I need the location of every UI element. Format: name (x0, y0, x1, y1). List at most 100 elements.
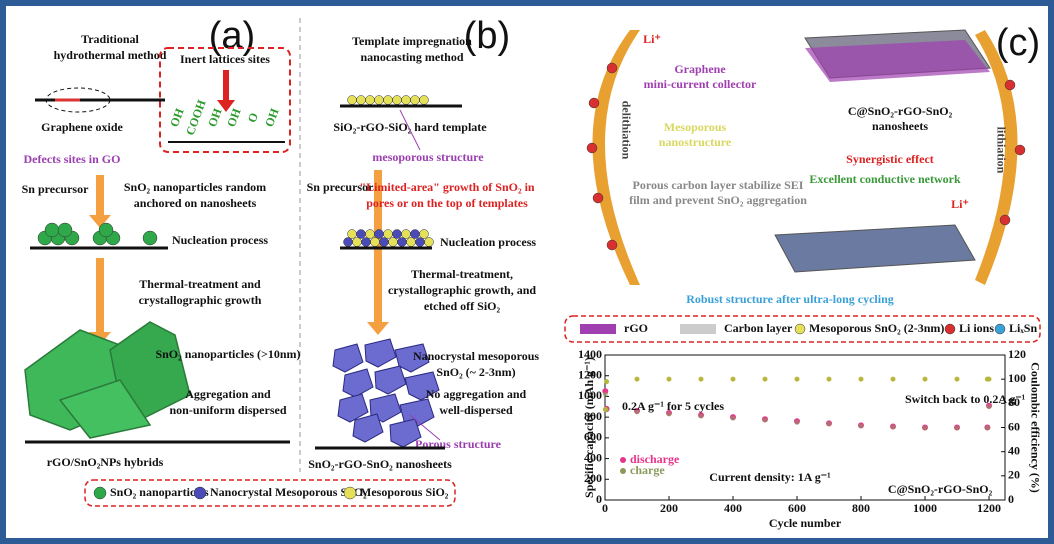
legend-box (564, 315, 1041, 343)
particle (392, 95, 402, 105)
particle (365, 229, 375, 239)
label: non-uniform dispersed (169, 403, 286, 417)
particle (424, 237, 434, 247)
data-point (954, 425, 960, 431)
label: crystallographic growth (139, 293, 262, 307)
legend-marker (620, 468, 626, 474)
label: Graphene oxide (41, 120, 123, 134)
particle (347, 229, 357, 239)
panel-title: Template impregnation (352, 34, 472, 48)
label: rGO/SnO₂NPs hybrids (47, 455, 164, 469)
label: SiO₂-rGO-SiO₂ hard template (333, 120, 487, 134)
legend-entry: rGO (624, 321, 648, 335)
particle (401, 95, 411, 105)
label: Nanocrystal mesoporous (413, 349, 539, 363)
legend-swatch (680, 324, 716, 334)
y2-tick-label: 80 (1008, 395, 1020, 409)
y2-tick-label: 40 (1008, 443, 1020, 457)
flow-arrow (96, 175, 104, 216)
label: SnO₂-rGO-SnO₂ nanosheets (308, 457, 452, 471)
label: Sn precursor (22, 182, 89, 196)
label: Porous carbon layer stabilize SEI (633, 178, 804, 192)
label: nanosheets (872, 119, 928, 133)
y-tick-label: 1400 (578, 347, 602, 361)
mesoporous-sno2 (389, 418, 422, 448)
annotation: 0.2A g⁻¹ for 5 cycles (622, 399, 724, 413)
x-tick-label: 1000 (913, 501, 937, 515)
zoom-box (159, 47, 291, 153)
y-tick-label: 400 (584, 450, 602, 464)
functional-group: OH (167, 106, 187, 129)
particle (994, 323, 1006, 335)
data-point (922, 425, 928, 431)
y-tick-label: 1000 (578, 388, 602, 402)
mesoporous-sno2 (394, 343, 430, 373)
particle (401, 229, 411, 239)
data-point (666, 411, 672, 417)
particle (93, 486, 107, 500)
mesoporous-sno2 (374, 365, 407, 395)
mesoporous-sno2 (399, 398, 435, 428)
label: well-dispersed (439, 403, 513, 417)
y-tick-label: 800 (584, 409, 602, 423)
mesoporous-sno2 (337, 393, 369, 423)
data-point (986, 376, 992, 382)
legend-entry: SnO₂ nanoparticles (110, 485, 209, 499)
data-point (986, 404, 992, 410)
data-point (698, 376, 704, 382)
label: Graphene (674, 62, 726, 76)
y2-tick-label: 120 (1008, 347, 1026, 361)
label: Excellent conductive network (809, 172, 961, 186)
x-tick-label: 200 (660, 501, 678, 515)
particle (397, 237, 407, 247)
mesoporous-sno2 (404, 371, 440, 401)
data-point (602, 391, 608, 397)
label: mesoporous structure (372, 150, 484, 164)
label: nanostructure (659, 135, 732, 149)
data-point (762, 417, 768, 423)
particle (374, 95, 384, 105)
data-point (890, 376, 896, 382)
particle (365, 95, 375, 105)
zoom-ellipse (45, 87, 111, 113)
particle (379, 237, 389, 247)
y2-axis-label: Coulombic efficiency (%) (1028, 362, 1042, 493)
data-point (922, 376, 928, 382)
legend-entry: charge (630, 463, 665, 477)
particle (142, 230, 158, 246)
particle (383, 229, 393, 239)
particle (415, 237, 425, 247)
legend-entry: Mesoporous SnO₂ (2-3nm) (809, 321, 944, 335)
particle (419, 95, 429, 105)
particle (98, 222, 114, 238)
particle (57, 222, 73, 238)
data-point (826, 421, 832, 427)
legend-entry: Mesoporous SiO₂ (360, 485, 449, 499)
x-tick-label: 400 (724, 501, 742, 515)
y-axis-label: Specific capacity (mAh g⁻¹) (582, 357, 596, 498)
label: Sn precursor (307, 180, 374, 194)
data-point (826, 376, 832, 382)
particle (410, 95, 420, 105)
data-point (794, 419, 800, 425)
particle (356, 229, 366, 239)
panel-title: nanocasting method (360, 50, 463, 64)
label: Aggregation and (185, 387, 271, 401)
label: Nucleation process (172, 233, 268, 247)
particle (592, 192, 604, 204)
y-tick-label: 600 (584, 430, 602, 444)
data-point (730, 415, 736, 421)
particle (352, 237, 362, 247)
legend-box (84, 479, 456, 507)
particle (1004, 79, 1016, 91)
particle (999, 214, 1011, 226)
particle (410, 229, 420, 239)
label: mini-current collector (644, 77, 757, 91)
particle (1014, 144, 1026, 156)
y2-tick-label: 60 (1008, 419, 1020, 433)
particle (343, 486, 357, 500)
label: Defects sites in GO (24, 152, 121, 166)
data-point (858, 376, 864, 382)
panel-title: Traditional (81, 32, 139, 46)
